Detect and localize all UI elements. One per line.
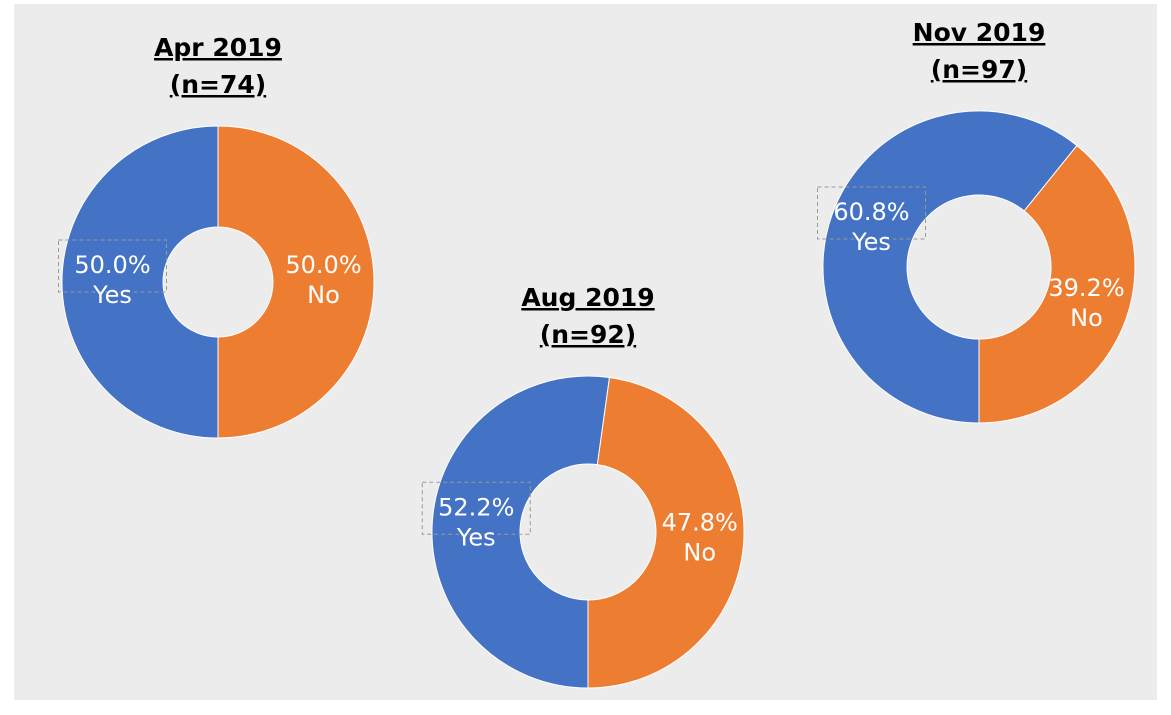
data-label: 47.8% — [662, 509, 738, 537]
donut-slice — [217, 125, 375, 439]
donut-slice — [431, 375, 611, 689]
chart-title: Nov 2019 — [913, 18, 1046, 47]
data-label: 60.8% — [833, 198, 909, 226]
category-label: Yes — [851, 228, 891, 256]
chart-subtitle: (n=97) — [931, 55, 1027, 84]
donut-slice — [587, 376, 745, 689]
category-label: Yes — [456, 523, 496, 551]
category-label: No — [1070, 304, 1103, 332]
label-box — [421, 481, 531, 535]
donut-slice — [978, 144, 1136, 424]
label-box — [816, 186, 926, 240]
label-box — [58, 239, 167, 293]
chart-title: Apr 2019 — [154, 33, 282, 62]
category-label: Yes — [92, 281, 132, 309]
category-label: No — [307, 281, 340, 309]
category-label: No — [683, 539, 716, 567]
data-label: 50.0% — [285, 251, 361, 279]
chart-subtitle: (n=74) — [170, 70, 266, 99]
data-label: 50.0% — [74, 251, 150, 279]
chart-title: Aug 2019 — [521, 283, 654, 312]
donut-slice — [822, 110, 1078, 424]
donut-slice — [61, 125, 219, 439]
data-label: 39.2% — [1048, 274, 1124, 302]
chart-subtitle: (n=92) — [540, 320, 636, 349]
data-label: 52.2% — [438, 493, 514, 521]
